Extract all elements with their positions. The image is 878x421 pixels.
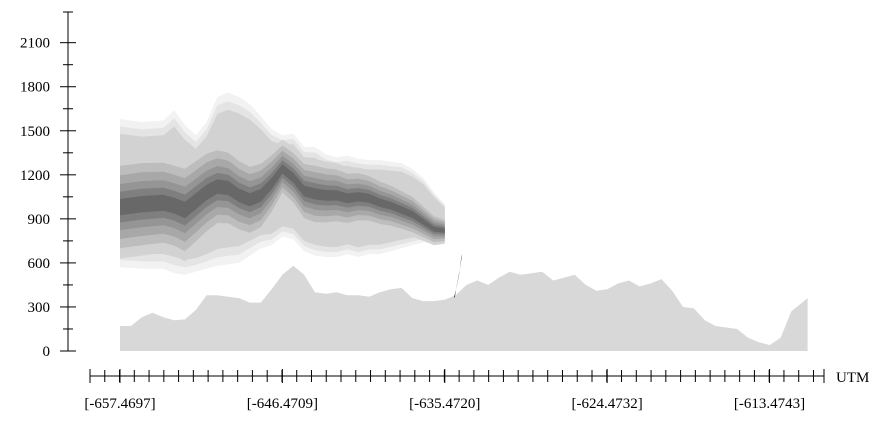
y-tick-label: 900 — [28, 212, 51, 228]
x-tick-label: [-635.4720] — [409, 396, 480, 412]
y-tick-label: 600 — [28, 256, 51, 272]
x-tick-label: [-613.4743] — [734, 396, 805, 412]
y-tick-label: 0 — [43, 344, 51, 360]
plot-area — [120, 92, 808, 351]
terrain-area — [120, 265, 808, 351]
y-tick-label: 300 — [28, 300, 51, 316]
x-axis-label: UTM — [836, 370, 869, 386]
dark-mark — [454, 254, 463, 299]
core-band-4 — [120, 155, 445, 237]
x-tick-label: [-624.4732] — [572, 396, 643, 412]
core-band-3 — [120, 150, 445, 242]
x-tick-label: [-646.4709] — [247, 396, 318, 412]
y-tick-label: 2100 — [20, 36, 50, 52]
y-tick-label: 1200 — [20, 168, 50, 184]
y-tick-label: 1800 — [20, 80, 50, 96]
x-tick-label: [-657.4697] — [84, 396, 155, 412]
core-band-5 — [120, 160, 445, 235]
y-tick-label: 1500 — [20, 124, 50, 140]
y-axis: 0 300 600 900 1200 1500 1800 2100 — [20, 11, 76, 360]
x-axis: [-657.4697] [-646.4709] [-635.4720] [-624.4… — [84, 369, 825, 412]
